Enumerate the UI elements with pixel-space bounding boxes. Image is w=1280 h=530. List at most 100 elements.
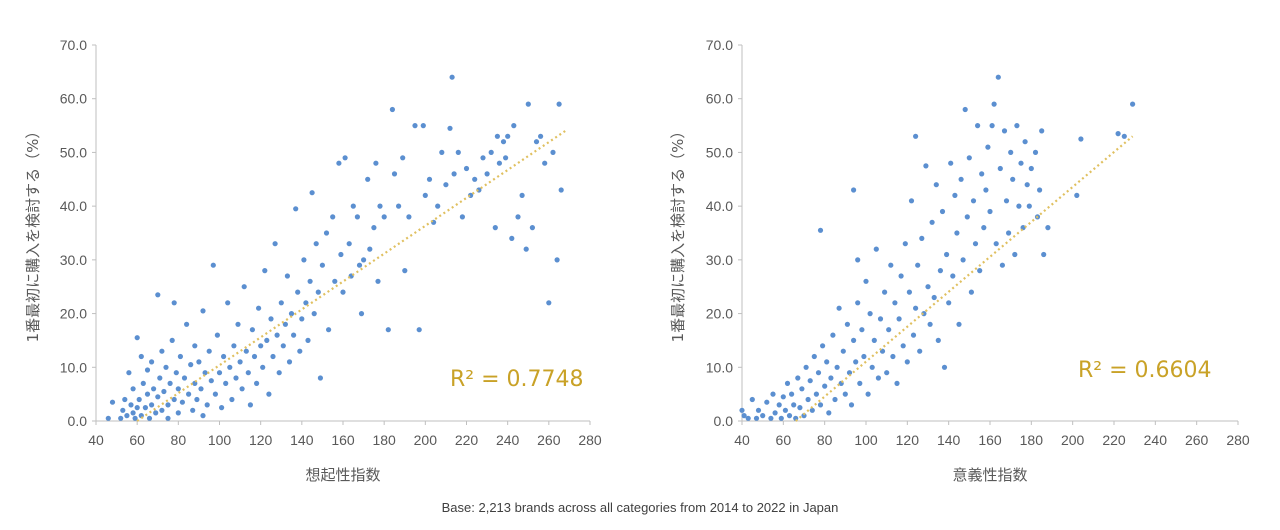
data-point: [855, 257, 861, 263]
data-point: [784, 380, 791, 386]
data-point: [882, 289, 888, 295]
data-point: [288, 311, 295, 317]
data-point: [159, 407, 165, 413]
y-tick-label: 10.0: [706, 359, 733, 375]
data-point: [315, 289, 321, 295]
data-point: [964, 214, 970, 220]
data-point: [505, 133, 511, 139]
data-point: [1003, 198, 1010, 204]
x-tick-label: 60: [776, 432, 792, 448]
data-point: [1014, 123, 1020, 129]
data-point: [950, 273, 956, 279]
x-tick-label: 140: [937, 432, 961, 448]
data-point: [529, 225, 536, 231]
data-point: [778, 415, 784, 421]
data-point: [171, 300, 177, 306]
data-point: [993, 241, 999, 247]
data-point: [272, 241, 278, 247]
data-point: [1130, 101, 1136, 107]
data-point: [865, 391, 871, 397]
data-point: [859, 327, 865, 333]
x-tick-label: 260: [1185, 432, 1209, 448]
x-tick-label: 240: [1144, 432, 1168, 448]
data-point: [760, 413, 766, 419]
data-point: [264, 337, 270, 343]
data-point: [817, 227, 824, 233]
data-point: [815, 370, 822, 376]
x-tick-label: 220: [1102, 432, 1126, 448]
data-point: [861, 353, 867, 360]
data-point: [1115, 131, 1121, 137]
data-point: [797, 405, 803, 411]
data-point: [780, 394, 786, 400]
data-point: [149, 359, 155, 365]
data-point: [931, 294, 937, 301]
x-tick-label: 180: [1020, 432, 1044, 448]
data-point: [196, 359, 202, 365]
data-point: [140, 380, 146, 386]
data-point: [293, 206, 299, 212]
data-point: [511, 123, 517, 129]
data-point: [542, 160, 548, 166]
data-point: [202, 370, 208, 376]
data-point: [301, 257, 307, 263]
data-point: [1074, 192, 1080, 198]
data-point: [354, 214, 360, 220]
data-point: [906, 289, 913, 295]
data-point: [970, 198, 977, 204]
data-point: [741, 413, 747, 419]
x-tick-label: 120: [249, 432, 273, 448]
scatter-chart-1: 0.0 10.0 20.0 30.0 40.0 50.0 60.0 70.0 40 60 80 100…: [24, 37, 602, 484]
y-tick-label: 40.0: [60, 198, 87, 214]
data-point: [1037, 187, 1043, 193]
data-point: [204, 402, 210, 408]
data-point: [134, 405, 140, 411]
data-point: [278, 300, 284, 306]
x-tick-label: 160: [331, 432, 355, 448]
data-point: [851, 337, 857, 343]
x-axis-title: 意義性指数: [952, 466, 1027, 484]
data-point: [124, 413, 130, 419]
data-point: [844, 321, 851, 327]
data-point: [163, 364, 169, 370]
data-point: [803, 364, 809, 370]
scatter-chart-2: 0.0 10.0 20.0 30.0 40.0 50.0 60.0 70.0 40 60 80 100…: [669, 37, 1250, 484]
data-point: [356, 262, 363, 268]
data-point: [550, 149, 556, 155]
data-point: [126, 370, 132, 376]
data-point: [422, 192, 428, 198]
data-point: [365, 176, 371, 182]
data-point: [313, 241, 319, 247]
data-point: [830, 332, 836, 338]
data-point: [254, 380, 260, 386]
data-point: [225, 300, 231, 306]
data-point: [173, 370, 179, 376]
data-point: [400, 155, 406, 161]
data-point: [1012, 251, 1018, 258]
data-point: [764, 399, 770, 405]
data-point: [233, 375, 239, 381]
data-point: [175, 410, 181, 416]
data-point: [188, 362, 194, 368]
data-point: [956, 321, 962, 327]
y-tick-label: 40.0: [706, 198, 733, 214]
base-footnote: Base: 2,213 brands across all categories…: [441, 500, 839, 515]
r-squared-label: R² = 0.7748: [450, 367, 584, 392]
y-tick-label: 70.0: [706, 37, 733, 53]
data-point: [295, 289, 301, 295]
data-point: [515, 214, 521, 220]
data-point: [149, 402, 155, 408]
data-point: [274, 332, 280, 338]
data-point: [739, 407, 745, 413]
data-point: [937, 268, 944, 274]
data-point: [538, 133, 544, 139]
data-point: [981, 225, 987, 231]
data-point: [749, 396, 755, 403]
data-point: [923, 163, 929, 169]
data-point: [813, 391, 820, 397]
y-tick-label: 0.0: [714, 413, 734, 429]
data-point: [239, 386, 245, 392]
data-point: [919, 235, 925, 241]
data-point: [966, 155, 972, 161]
data-point: [987, 208, 993, 215]
